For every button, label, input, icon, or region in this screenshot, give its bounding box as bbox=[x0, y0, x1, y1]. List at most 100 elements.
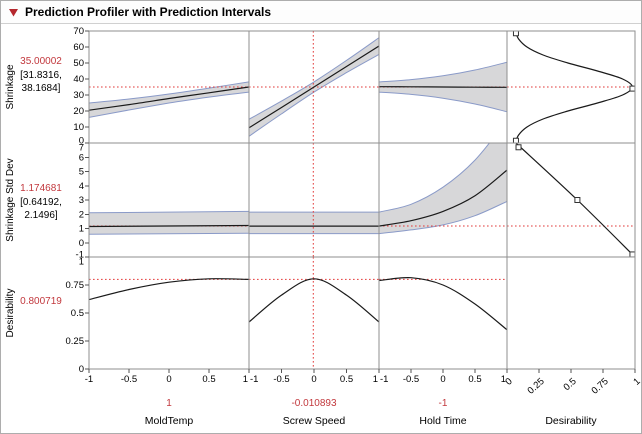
desirability-handle[interactable] bbox=[515, 144, 522, 151]
desirability-handle[interactable] bbox=[574, 197, 581, 203]
cell-border bbox=[506, 256, 636, 370]
y-tick-label: 2 bbox=[79, 209, 84, 220]
screwspeed-current-value[interactable]: -0.010893 bbox=[291, 398, 337, 409]
desirability-handle[interactable] bbox=[512, 31, 519, 37]
y-tick-label: 7 bbox=[79, 143, 84, 154]
prediction-curve bbox=[249, 278, 379, 323]
profiler-cell-r1c0[interactable] bbox=[89, 143, 249, 257]
grid-borders bbox=[88, 30, 636, 370]
cell-border bbox=[88, 142, 250, 258]
holdtime-current-value[interactable]: -1 bbox=[438, 398, 448, 409]
desirability-handle[interactable] bbox=[629, 251, 635, 257]
profiler-cell-r0c3 bbox=[507, 31, 635, 143]
y-tick-label: 10 bbox=[73, 122, 84, 133]
prediction-curve bbox=[379, 277, 507, 331]
profiler-cell-r0c0[interactable] bbox=[89, 31, 249, 143]
x-tick-label: -0.5 bbox=[121, 374, 137, 385]
prediction-curve bbox=[89, 278, 249, 301]
confidence-band-lower-edge bbox=[89, 232, 249, 235]
profiler-cell-r1c1[interactable] bbox=[249, 143, 379, 257]
column-label-moldtemp: MoldTemp bbox=[144, 415, 194, 427]
y-tick-label: 0.75 bbox=[66, 280, 85, 291]
y-tick-label: 0 bbox=[79, 364, 84, 375]
x-tick-label: 0 bbox=[440, 374, 445, 385]
y-tick-label: 70 bbox=[73, 26, 84, 37]
x-tick-label: 1 bbox=[631, 376, 642, 388]
cell-border bbox=[88, 256, 250, 370]
prediction-curve bbox=[379, 86, 507, 88]
x-tick-label: 1 bbox=[501, 374, 506, 385]
x-tick-label: 1 bbox=[373, 374, 378, 385]
stddev-ci-high: 2.1496] bbox=[24, 210, 58, 221]
prediction-curve bbox=[379, 169, 507, 227]
y-tick-label: 50 bbox=[73, 58, 84, 69]
desirability-handle[interactable] bbox=[512, 137, 519, 143]
column-label-desirability: Desirability bbox=[545, 415, 597, 427]
prediction-curve bbox=[89, 224, 249, 228]
profiler-cell-r2c2[interactable] bbox=[379, 257, 507, 369]
confidence-band-upper-edge bbox=[249, 37, 379, 120]
y-tick-label: 20 bbox=[73, 106, 84, 117]
shrinkage-current-value: 35.00002 bbox=[20, 56, 62, 67]
x-tick-label: -0.5 bbox=[273, 374, 289, 385]
x-tick-label: 1 bbox=[243, 374, 248, 385]
cell-border bbox=[506, 142, 636, 258]
confidence-band-upper-edge bbox=[89, 210, 249, 214]
confidence-band bbox=[89, 211, 249, 235]
confidence-band-lower-edge bbox=[379, 200, 507, 235]
confidence-band-lower-edge bbox=[379, 91, 507, 113]
prediction-curve bbox=[89, 86, 249, 111]
y-tick-label: 0.25 bbox=[66, 336, 85, 347]
desirability-handle[interactable] bbox=[629, 85, 635, 92]
y-tick-label: 1 bbox=[79, 257, 84, 268]
x-tick-label: 0.25 bbox=[526, 376, 547, 397]
profiler-cell-r2c1[interactable] bbox=[249, 257, 379, 369]
y-tick-label: 1 bbox=[79, 224, 84, 235]
stddev-current-value: 1.174681 bbox=[20, 183, 62, 194]
y-tick-label: 0.5 bbox=[71, 308, 84, 319]
row-label-desirability: Desirability bbox=[5, 288, 16, 338]
moldtemp-current-value[interactable]: 1 bbox=[166, 398, 172, 409]
confidence-band-lower-edge bbox=[89, 91, 249, 118]
panel-title: Prediction Profiler with Prediction Inte… bbox=[25, 5, 272, 19]
x-axis: -1 -0.5 0 0.5 1 -1 -0.5 0 0.5 1 -1 -0.5 0 0.5 10 0.25 0.… bbox=[85, 369, 642, 397]
x-tick-label: 0.5 bbox=[562, 376, 579, 393]
y-tick-label: 0 bbox=[79, 238, 84, 249]
y-tick-label: 5 bbox=[79, 167, 84, 178]
confidence-band bbox=[89, 81, 249, 118]
x-tick-label: 0 bbox=[166, 374, 171, 385]
profiler-cell-r2c0[interactable] bbox=[89, 257, 249, 369]
confidence-band-upper-edge bbox=[379, 143, 491, 213]
x-tick-label: -1 bbox=[380, 374, 388, 385]
column-label-hold-time: Hold Time bbox=[419, 415, 467, 427]
disclosure-triangle-icon[interactable] bbox=[6, 6, 20, 19]
shrinkage-ci-high: 38.1684] bbox=[21, 83, 61, 94]
y-tick-label: 6 bbox=[79, 152, 84, 163]
y-tick-label: -1 bbox=[76, 250, 84, 261]
confidence-band bbox=[249, 212, 379, 234]
x-tick-label: 0.5 bbox=[340, 374, 353, 385]
y-tick-label: 3 bbox=[79, 195, 84, 206]
y-tick-label: 30 bbox=[73, 90, 84, 101]
profiler-cell-r0c2[interactable] bbox=[379, 31, 507, 143]
cell-border bbox=[248, 142, 380, 258]
y-tick-label: 4 bbox=[79, 181, 84, 192]
y-tick-label: 0 bbox=[79, 136, 84, 147]
profiler-cell-r1c2[interactable] bbox=[379, 120, 507, 257]
cell-border bbox=[378, 256, 508, 370]
stddev-ci-low: [0.64192, bbox=[20, 197, 62, 208]
prediction-curve bbox=[514, 31, 634, 143]
disclosure-triangle-glyph bbox=[8, 8, 18, 16]
x-tick-label: -0.5 bbox=[403, 374, 419, 385]
x-tick-label: 0.75 bbox=[590, 376, 611, 397]
confidence-band-upper-edge bbox=[89, 81, 249, 104]
x-tick-label: 0 bbox=[503, 376, 514, 388]
profiler-cell-r0c1[interactable] bbox=[249, 31, 379, 143]
confidence-band bbox=[379, 143, 507, 234]
y-tick-label: 40 bbox=[73, 74, 84, 85]
confidence-band-lower-edge bbox=[249, 53, 379, 137]
y-tick-label: 60 bbox=[73, 42, 84, 53]
profiler-cell-r1c3 bbox=[507, 143, 635, 257]
x-tick-label: 0.5 bbox=[468, 374, 481, 385]
